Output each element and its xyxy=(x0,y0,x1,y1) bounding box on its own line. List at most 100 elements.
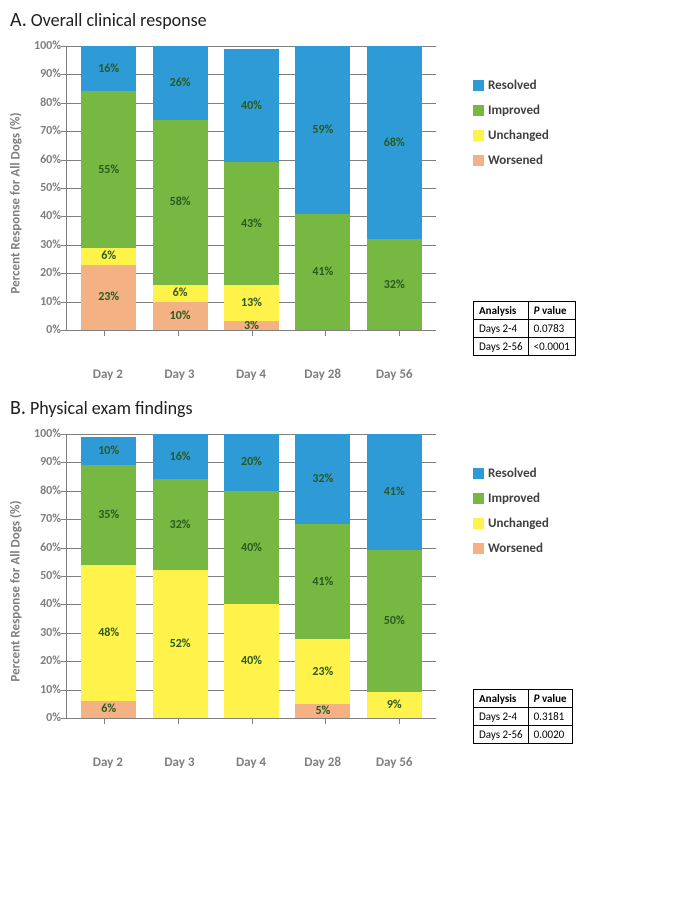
stacked-bar: 40%40%20% xyxy=(224,434,279,718)
bar-segment-worsened: 6% xyxy=(81,701,136,718)
legend-item-resolved: Resolved xyxy=(473,78,576,93)
segment-value-label: 6% xyxy=(101,702,116,716)
analysis-cell: Days 2-4 xyxy=(474,320,529,338)
chart-area: Percent Response for All Dogs (%)0%10%20… xyxy=(18,426,463,756)
y-tick-label: 80% xyxy=(40,484,61,498)
analysis-row: Days 2-560.0020 xyxy=(474,726,573,744)
panel-title: A.Overall clinical response xyxy=(10,8,675,32)
x-tick-label: Day 2 xyxy=(80,367,135,382)
bar-segment-resolved: 40% xyxy=(224,49,279,163)
stacked-bar: 10%6%58%26% xyxy=(153,46,208,330)
x-tick-mark xyxy=(325,718,326,724)
x-axis-labels: Day 2Day 3Day 4Day 28Day 56 xyxy=(66,367,436,382)
segment-value-label: 48% xyxy=(98,626,119,640)
segment-value-label: 52% xyxy=(170,637,191,651)
segment-value-label: 16% xyxy=(170,450,191,464)
bar-segment-resolved: 41% xyxy=(367,434,422,550)
bar-segment-improved: 32% xyxy=(367,239,422,330)
x-tick-mark xyxy=(178,330,179,336)
y-axis-label: Percent Response for All Dogs (%) xyxy=(9,500,24,681)
y-tick-label: 60% xyxy=(40,541,61,555)
legend-item-improved: Improved xyxy=(473,491,573,506)
legend-swatch xyxy=(473,543,484,554)
y-tick-label: 100% xyxy=(34,39,61,53)
y-tick-label: 20% xyxy=(40,266,61,280)
bar-segment-resolved: 32% xyxy=(295,434,350,524)
segment-value-label: 32% xyxy=(170,518,191,532)
x-tick-label: Day 28 xyxy=(295,755,350,770)
legend-label: Improved xyxy=(488,491,540,506)
legend-swatch xyxy=(473,155,484,166)
y-tick-label: 50% xyxy=(40,569,61,583)
analysis-cell: Days 2-56 xyxy=(474,726,529,744)
y-tick-label: 50% xyxy=(40,181,61,195)
y-tick-label: 70% xyxy=(40,124,61,138)
analysis-table: AnalysisP valueDays 2-40.3181Days 2-560.… xyxy=(473,689,573,744)
bar-segment-improved: 40% xyxy=(224,491,279,605)
legend-swatch xyxy=(473,493,484,504)
y-tick-label: 80% xyxy=(40,96,61,110)
segment-value-label: 32% xyxy=(312,472,333,486)
y-tick-label: 20% xyxy=(40,654,61,668)
y-tick-label: 60% xyxy=(40,153,61,167)
legend-swatch xyxy=(473,518,484,529)
legend-item-improved: Improved xyxy=(473,103,576,118)
analysis-cell: Days 2-56 xyxy=(474,338,529,356)
segment-value-label: 41% xyxy=(312,575,333,589)
bar-segment-improved: 58% xyxy=(153,120,208,285)
y-tick-label: 10% xyxy=(40,295,61,309)
segment-value-label: 9% xyxy=(387,698,402,712)
segment-value-label: 10% xyxy=(170,309,191,323)
bar-segment-improved: 50% xyxy=(367,550,422,692)
bar-segment-improved: 35% xyxy=(81,465,136,564)
analysis-row: Days 2-40.3181 xyxy=(474,708,573,726)
segment-value-label: 23% xyxy=(312,665,333,679)
legend-swatch xyxy=(473,130,484,141)
segment-value-label: 55% xyxy=(98,163,119,177)
y-tick-label: 10% xyxy=(40,683,61,697)
segment-value-label: 68% xyxy=(384,136,405,150)
y-tick-label: 30% xyxy=(40,238,61,252)
y-tick-mark xyxy=(61,718,67,719)
bar-segment-resolved: 26% xyxy=(153,46,208,120)
bar-segment-unchanged: 23% xyxy=(295,639,350,704)
x-tick-mark xyxy=(252,330,253,336)
bar-segment-unchanged: 13% xyxy=(224,285,279,322)
legend-label: Resolved xyxy=(488,466,537,481)
analysis-table: AnalysisP valueDays 2-40.0783Days 2-56<0… xyxy=(473,301,576,356)
x-axis-labels: Day 2Day 3Day 4Day 28Day 56 xyxy=(66,755,436,770)
bar-segment-improved: 55% xyxy=(81,91,136,247)
side-panel: ResolvedImprovedUnchangedWorsenedAnalysi… xyxy=(473,38,576,368)
y-tick-label: 30% xyxy=(40,626,61,640)
analysis-cell: <0.0001 xyxy=(528,338,575,356)
segment-value-label: 5% xyxy=(315,704,330,718)
bar-segment-improved: 41% xyxy=(295,524,350,639)
bars-container: 6%48%35%10%52%32%16%40%40%20%5%23%41%32%… xyxy=(67,434,436,718)
bar-segment-unchanged: 52% xyxy=(153,570,208,718)
bar-segment-improved: 32% xyxy=(153,479,208,570)
segment-value-label: 59% xyxy=(312,123,333,137)
segment-value-label: 26% xyxy=(170,76,191,90)
segment-value-label: 32% xyxy=(384,278,405,292)
y-tick-label: 40% xyxy=(40,597,61,611)
segment-value-label: 40% xyxy=(241,654,262,668)
x-tick-label: Day 4 xyxy=(223,367,278,382)
x-tick-label: Day 28 xyxy=(295,367,350,382)
legend-label: Resolved xyxy=(488,78,537,93)
y-tick-label: 0% xyxy=(46,323,61,337)
x-tick-mark xyxy=(104,718,105,724)
bar-segment-worsened: 5% xyxy=(295,704,350,718)
legend: ResolvedImprovedUnchangedWorsened xyxy=(473,466,573,556)
analysis-header-cell: Analysis xyxy=(474,690,529,708)
y-tick-label: 100% xyxy=(34,427,61,441)
x-tick-mark xyxy=(399,330,400,336)
panel-title-text: Physical exam findings xyxy=(30,397,193,419)
bar-segment-unchanged: 48% xyxy=(81,565,136,701)
panel-letter: B. xyxy=(10,396,26,420)
bar-segment-unchanged: 6% xyxy=(81,248,136,265)
y-tick-label: 90% xyxy=(40,67,61,81)
legend-item-resolved: Resolved xyxy=(473,466,573,481)
x-tick-label: Day 2 xyxy=(80,755,135,770)
legend-swatch xyxy=(473,80,484,91)
legend-item-unchanged: Unchanged xyxy=(473,128,576,143)
